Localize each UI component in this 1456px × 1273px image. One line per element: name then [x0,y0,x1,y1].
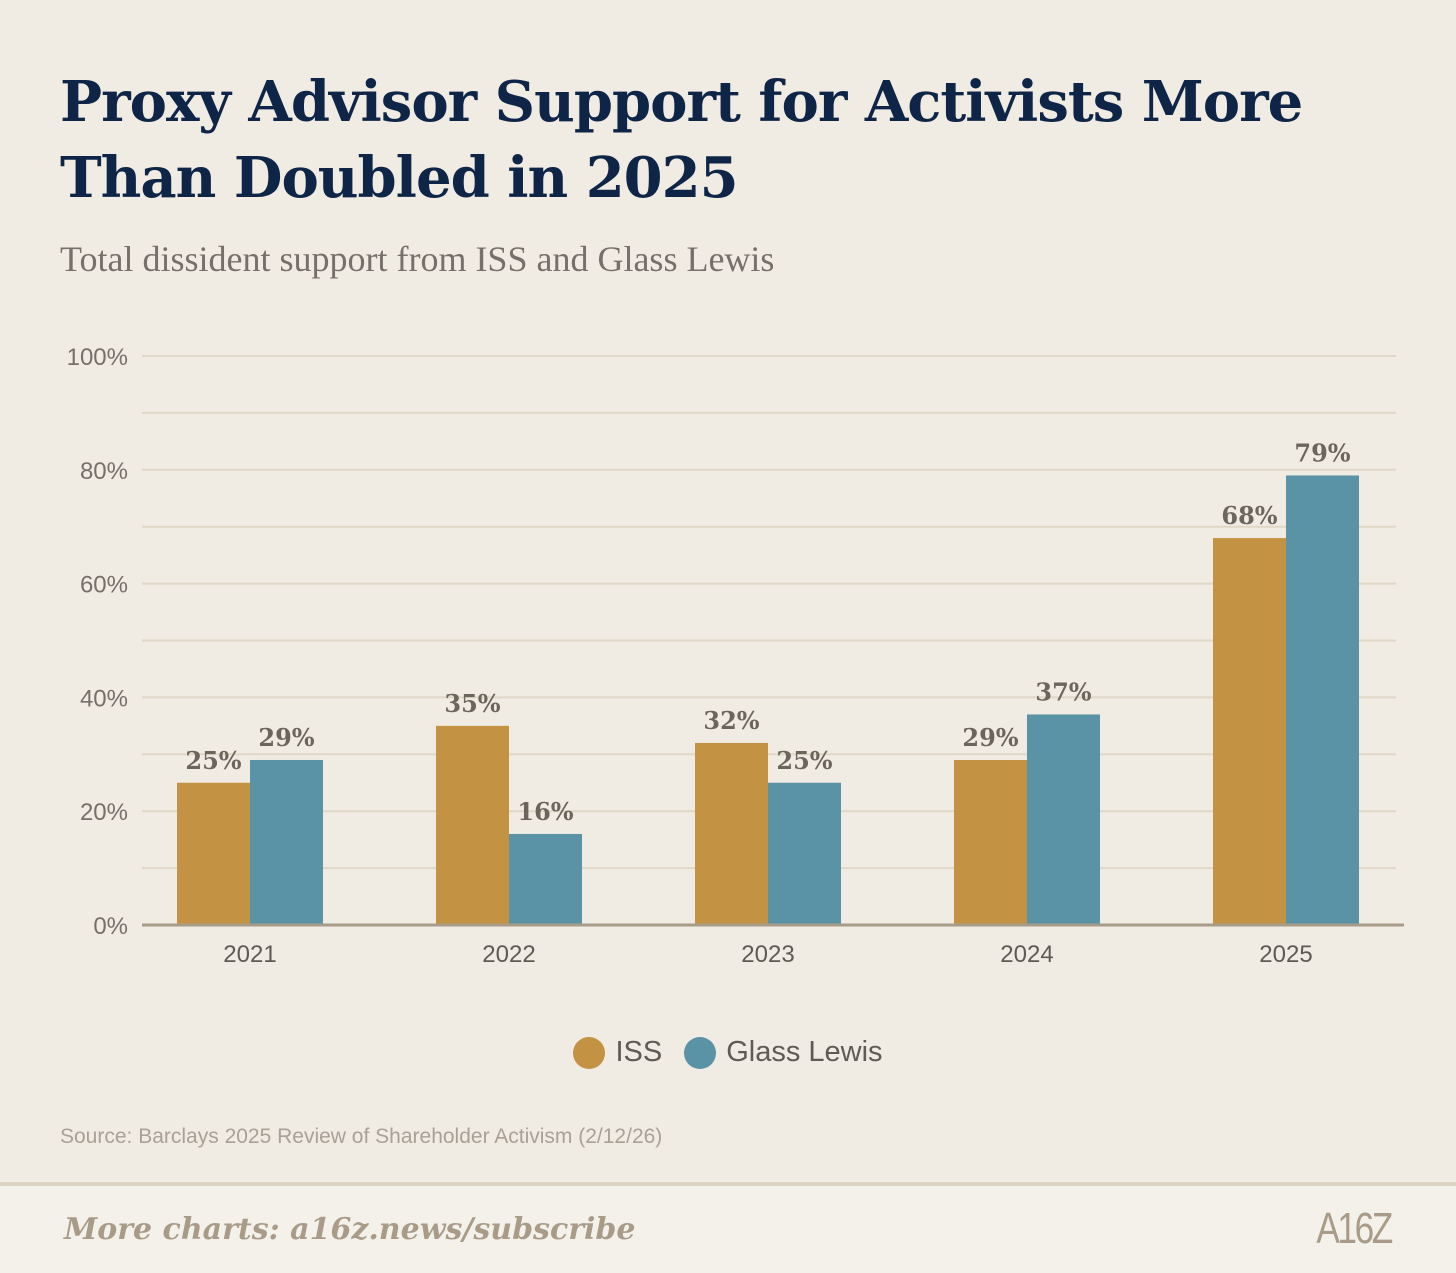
data-label: 35% [444,689,500,718]
y-tick-label: 60% [80,572,128,599]
bar-iss-2024 [954,759,1027,925]
legend: ISS Glass Lewis [0,1036,1456,1069]
data-label: 25% [776,746,832,775]
subscribe-link[interactable]: More charts: a16z.news/subscribe [64,1212,636,1247]
bar-glass-lewis-2024 [1027,714,1100,925]
legend-item-glass-lewis: Glass Lewis [684,1036,883,1069]
y-tick-label: 20% [80,799,128,826]
bar-iss-2023 [695,742,768,925]
bar-iss-2022 [436,725,509,925]
chart-title: Proxy Advisor Support for Activists More… [60,69,1303,211]
x-tick-label: 2022 [482,941,535,968]
x-tick-label: 2023 [741,941,794,968]
chart-subtitle: Total dissident support from ISS and Gla… [60,239,775,279]
data-label: 68% [1221,501,1277,530]
legend-label: Glass Lewis [726,1036,883,1068]
bar-iss-2025 [1213,538,1286,925]
bar-glass-lewis-2025 [1286,475,1359,925]
y-tick-label: 0% [93,913,128,940]
bar-glass-lewis-2022 [509,833,582,925]
x-tick-label: 2024 [1000,941,1053,968]
data-label: 37% [1035,677,1091,706]
legend-label: ISS [615,1036,663,1068]
legend-swatch-glass-lewis [684,1036,717,1069]
x-tick-label: 2025 [1259,941,1312,968]
bar-iss-2021 [177,782,250,925]
legend-item-iss: ISS [573,1036,662,1069]
bar-chart: 0% 20% 40% 60% 80% 100% 25% 29% 2021 35% 16% 2022 32… [67,344,1404,968]
bar-glass-lewis-2023 [768,782,841,925]
y-tick-label: 100% [67,344,128,371]
footer: More charts: a16z.news/subscribe A16Z [0,1182,1456,1273]
data-label: 79% [1294,438,1350,467]
data-label: 16% [517,797,573,826]
y-tick-label: 80% [80,458,128,485]
a16z-logo: A16Z [1316,1204,1393,1253]
data-label: 32% [703,706,759,735]
bar-glass-lewis-2021 [250,759,323,925]
data-label: 29% [962,723,1018,752]
y-tick-label: 40% [80,685,128,712]
data-label: 25% [185,746,241,775]
legend-swatch-iss [573,1036,606,1069]
data-label: 29% [258,723,314,752]
source-note: Source: Barclays 2025 Review of Sharehol… [60,1125,663,1148]
x-tick-label: 2021 [223,941,276,968]
